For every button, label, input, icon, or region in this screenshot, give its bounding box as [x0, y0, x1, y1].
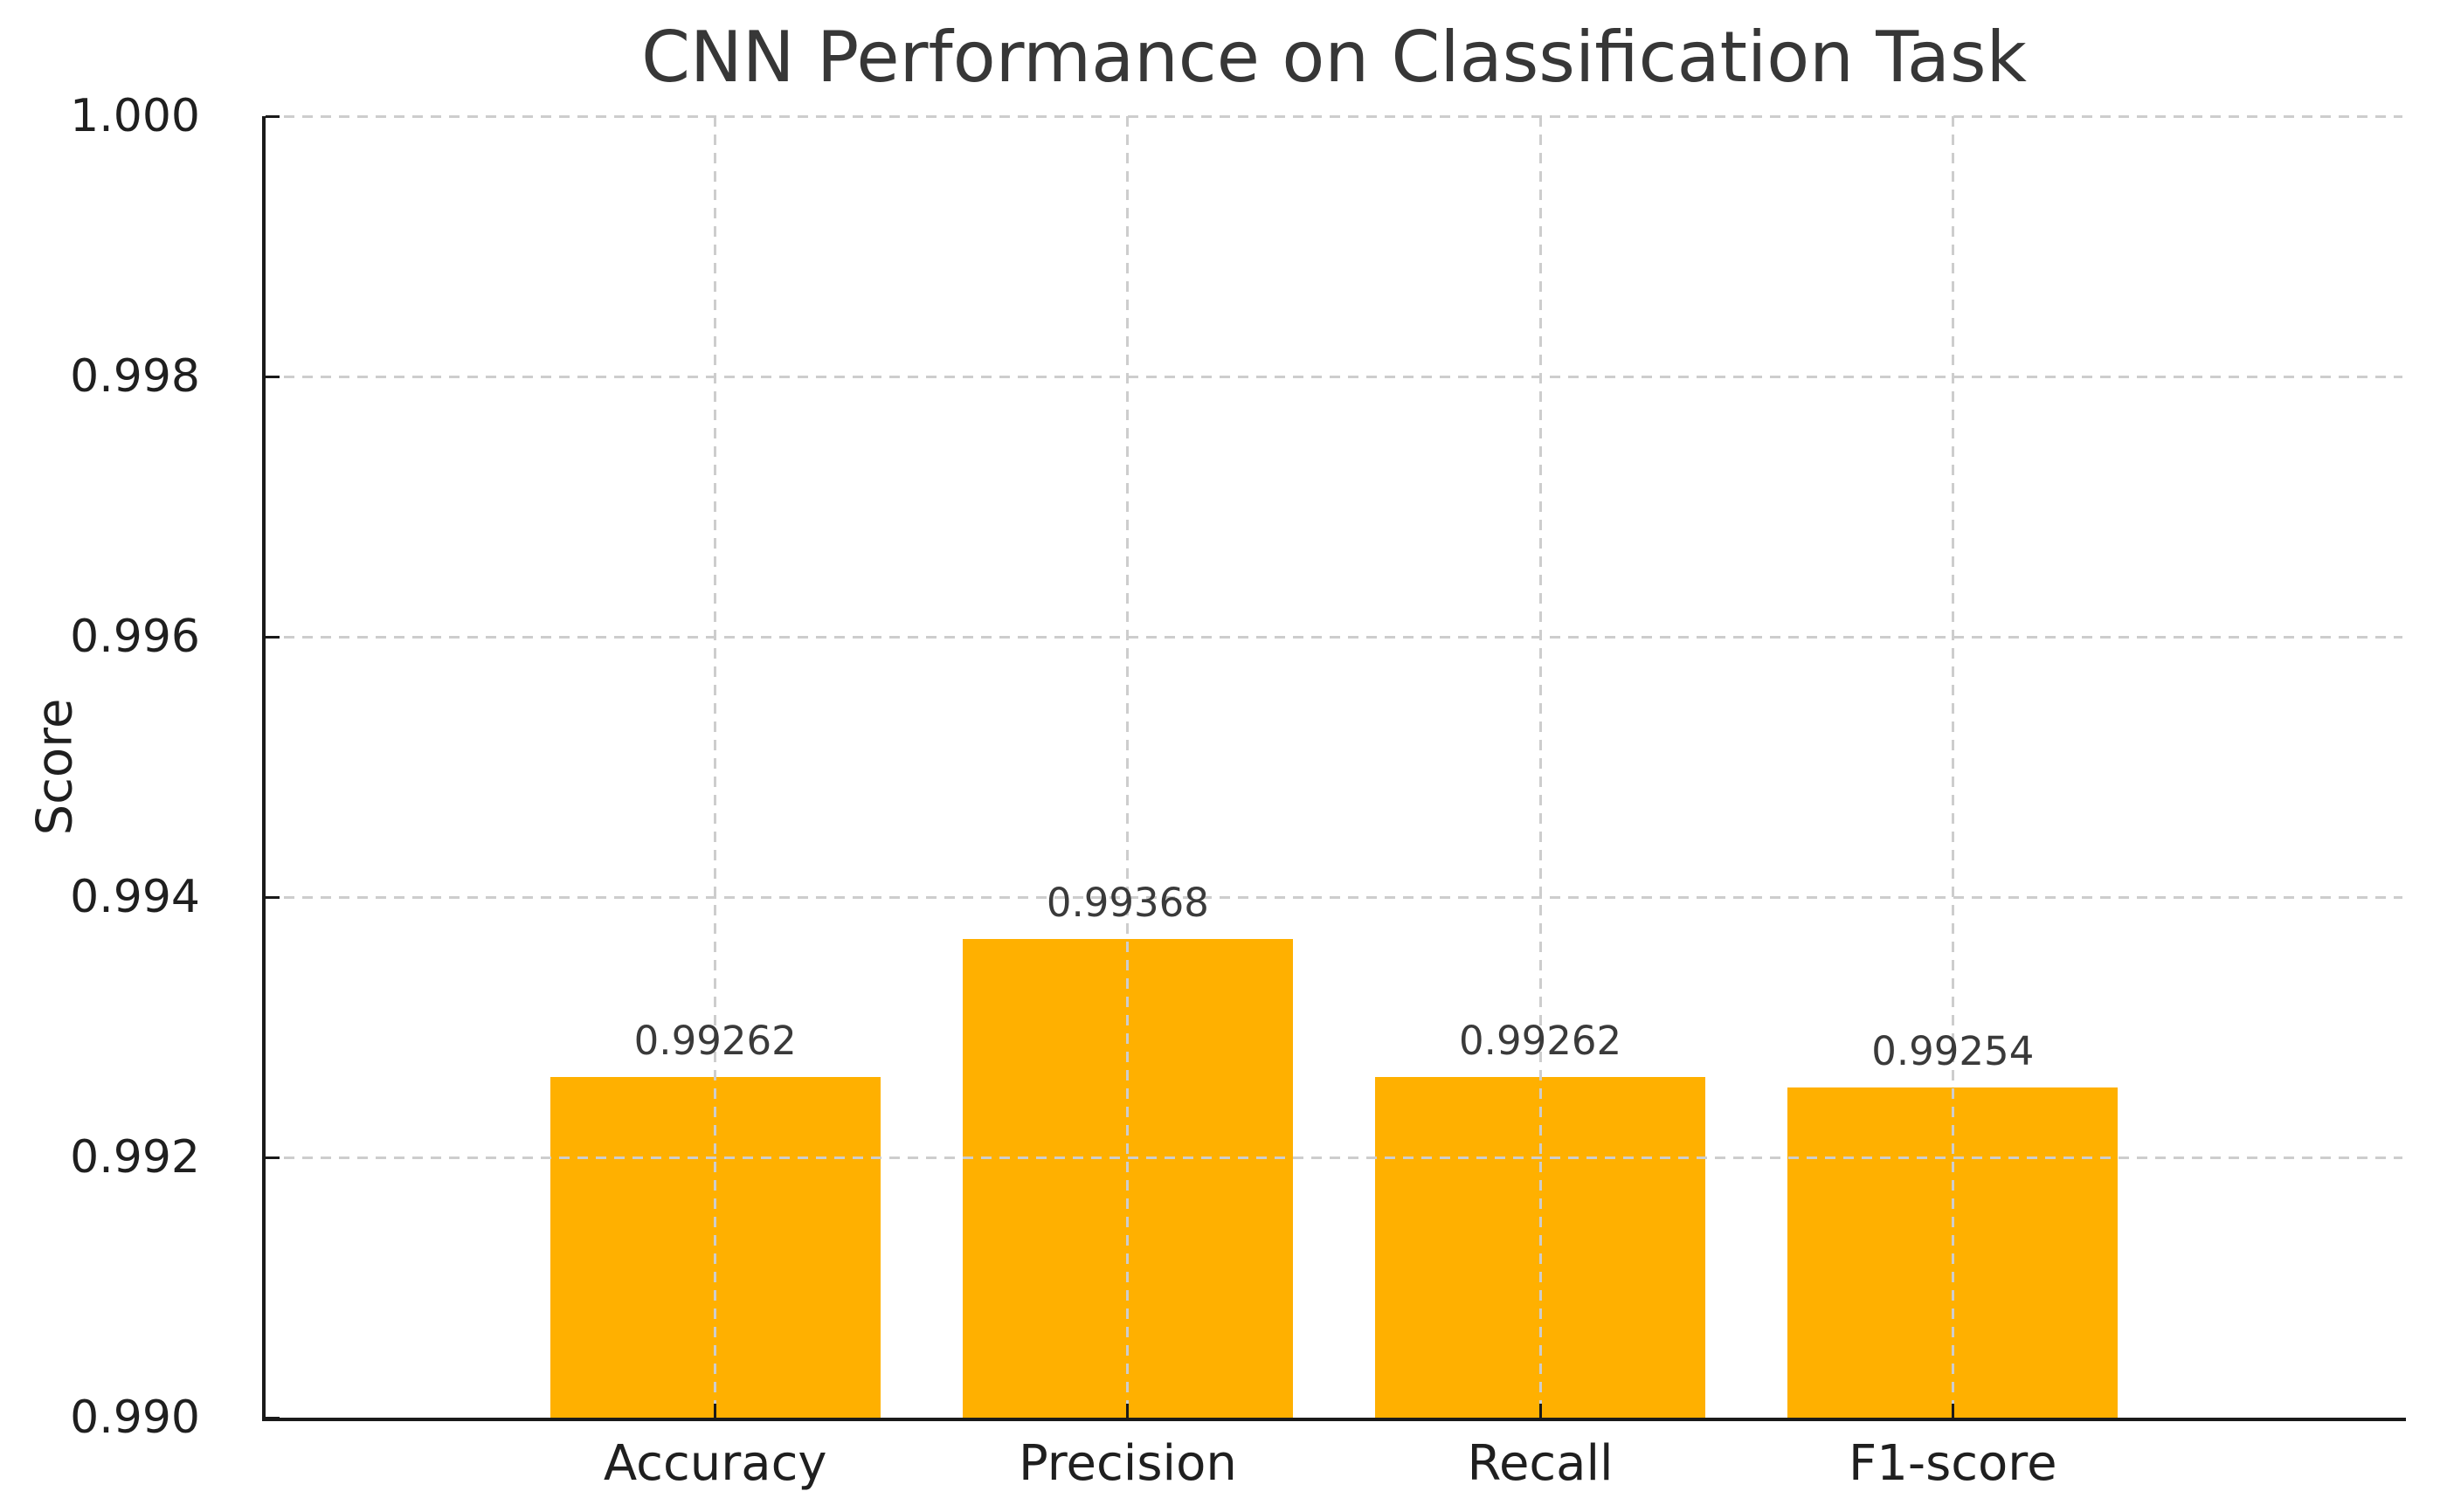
- chart-title: CNN Performance on Classification Task: [641, 17, 2027, 98]
- bar-value-label: 0.99262: [633, 1017, 797, 1064]
- y-tick-label: 0.992: [70, 1131, 200, 1184]
- bar-value-label: 0.99254: [1871, 1027, 2035, 1074]
- x-tick-mark: [1538, 1404, 1542, 1418]
- gridline: [1951, 116, 1954, 1418]
- plot-area: 0.990 0.992 0.994 0.996 0.998 1.000 Accuracy Pr…: [70, 93, 2406, 1490]
- x-axis-spine: [262, 1418, 2406, 1421]
- gridline: [266, 375, 2402, 378]
- y-tick-mark: [266, 375, 280, 378]
- gridline: [1126, 116, 1130, 1418]
- gridline: [266, 114, 2402, 118]
- x-tick-label: F1-score: [1849, 1435, 2057, 1492]
- y-tick-mark: [266, 1416, 280, 1419]
- y-tick-mark: [266, 1156, 280, 1159]
- y-tick-label: 0.996: [70, 611, 200, 663]
- y-tick-label: 1.000: [70, 90, 200, 142]
- gridline: [1538, 116, 1542, 1418]
- x-tick-label: Precision: [1018, 1435, 1237, 1492]
- x-tick-mark: [1126, 1404, 1130, 1418]
- x-tick-label: Accuracy: [603, 1435, 827, 1492]
- y-tick-label: 0.998: [70, 350, 200, 403]
- y-tick-mark: [266, 635, 280, 639]
- gridline: [714, 116, 717, 1418]
- x-tick-mark: [1951, 1404, 1954, 1418]
- y-axis-spine: [262, 116, 266, 1421]
- bar-value-label: 0.99368: [1046, 879, 1209, 926]
- y-tick-label: 0.994: [70, 871, 200, 923]
- gridline: [266, 635, 2402, 639]
- x-tick-mark: [714, 1404, 717, 1418]
- gridline: [266, 1156, 2402, 1159]
- y-tick-label: 0.990: [70, 1391, 200, 1444]
- bar-value-label: 0.99262: [1459, 1017, 1622, 1064]
- gridline: [266, 895, 2402, 899]
- y-axis-label: Score: [26, 698, 84, 836]
- x-tick-label: Recall: [1467, 1435, 1614, 1492]
- y-tick-mark: [266, 114, 280, 118]
- y-tick-mark: [266, 895, 280, 899]
